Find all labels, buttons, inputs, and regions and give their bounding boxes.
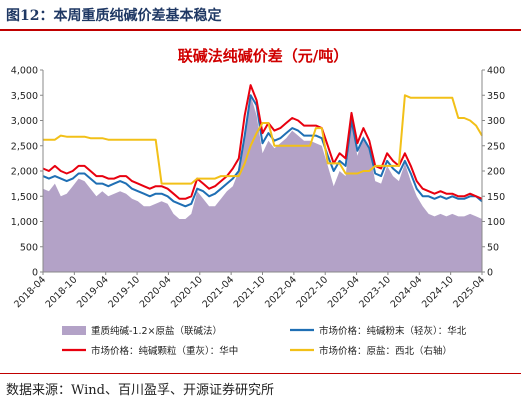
legend-swatch xyxy=(62,326,86,335)
y-left-tick-label: 0 xyxy=(32,268,38,279)
y-left-tick-label: 1,500 xyxy=(11,192,38,203)
y-left-tick-label: 2,000 xyxy=(11,167,38,178)
series-area-0 xyxy=(43,95,482,272)
legend-entry-2: 市场价格：纯碱颗粒（重灰）：华中 xyxy=(62,345,238,357)
y-left-tick-label: 3,000 xyxy=(11,116,38,127)
source-note: 数据来源：Wind、百川盈孚、开源证券研究所 xyxy=(6,383,274,398)
x-tick-label: 2023-10 xyxy=(357,274,393,310)
title-rule xyxy=(0,29,521,31)
figure-title: 图12：本周重质纯碱价差基本稳定 xyxy=(6,8,222,24)
legend-entry-1: 市场价格：纯碱粉末（轻灰）：华北 xyxy=(290,325,467,337)
y-left-tick-label: 2,500 xyxy=(11,141,38,152)
series-line-2 xyxy=(42,84,483,200)
legend-label: 市场价格：原盐：西北（右轴） xyxy=(319,345,452,357)
legend-label: 市场价格：纯碱粉末（轻灰）：华北 xyxy=(319,325,467,337)
y-right-tick-label: 250 xyxy=(487,141,505,152)
x-tick-label: 2020-04 xyxy=(138,274,174,310)
x-tick-label: 2020-10 xyxy=(169,274,205,310)
legend-entry-3: 市场价格：原盐：西北（右轴） xyxy=(290,345,452,357)
x-tick-label: 2021-10 xyxy=(232,274,268,310)
x-tick-label: 2021-04 xyxy=(200,274,236,310)
y-left-tick-label: 500 xyxy=(20,242,38,253)
series-line-1 xyxy=(42,94,483,208)
x-tick-label: 2022-04 xyxy=(263,274,299,310)
x-tick-label: 2023-04 xyxy=(326,274,362,310)
x-tick-label: 2025-04 xyxy=(451,274,487,310)
source-rule xyxy=(0,373,521,374)
y-left-tick-label: 4,000 xyxy=(11,66,38,77)
legend-label: 市场价格：纯碱颗粒（重灰）：华中 xyxy=(91,345,238,357)
series-line-3 xyxy=(43,94,483,185)
y-right-tick-label: 350 xyxy=(487,91,505,102)
x-tick-label: 2022-10 xyxy=(294,274,330,310)
x-tick-label: 2018-04 xyxy=(12,274,48,310)
chart: 联碱法纯碱价差（元/吨） 05001,0001,5002,0002,5003,0… xyxy=(11,47,505,357)
y-right-tick-label: 400 xyxy=(487,66,505,77)
x-tick-label: 2024-10 xyxy=(420,274,456,310)
x-tick-label: 2019-10 xyxy=(106,274,142,310)
y-right-tick-label: 200 xyxy=(487,167,505,178)
y-left-tick-label: 1,000 xyxy=(11,217,38,228)
x-tick-label: 2024-04 xyxy=(389,274,425,310)
legend-entry-0: 重质纯碱-1.2×原盐（联碱法） xyxy=(62,325,222,337)
legend: 重质纯碱-1.2×原盐（联碱法） 市场价格：纯碱粉末（轻灰）：华北市场价格：纯碱颗… xyxy=(62,325,467,357)
y-right-tick-label: 0 xyxy=(487,268,493,279)
chart-title: 联碱法纯碱价差（元/吨） xyxy=(178,47,348,65)
x-tick-label: 2019-04 xyxy=(75,274,111,310)
legend-label: 重质纯碱-1.2×原盐（联碱法） xyxy=(91,325,222,337)
y-right-tick-label: 150 xyxy=(487,192,505,203)
x-tick-label: 2018-10 xyxy=(44,274,80,310)
y-right-tick-label: 100 xyxy=(487,217,505,228)
y-right-tick-label: 50 xyxy=(487,242,499,253)
y-left-tick-label: 3,500 xyxy=(11,91,38,102)
plot-area: 0 500 1,000 1,500 2,000 2,500 3,000 3,500 4,000 0… xyxy=(11,66,505,311)
y-right-tick-label: 300 xyxy=(487,116,505,127)
